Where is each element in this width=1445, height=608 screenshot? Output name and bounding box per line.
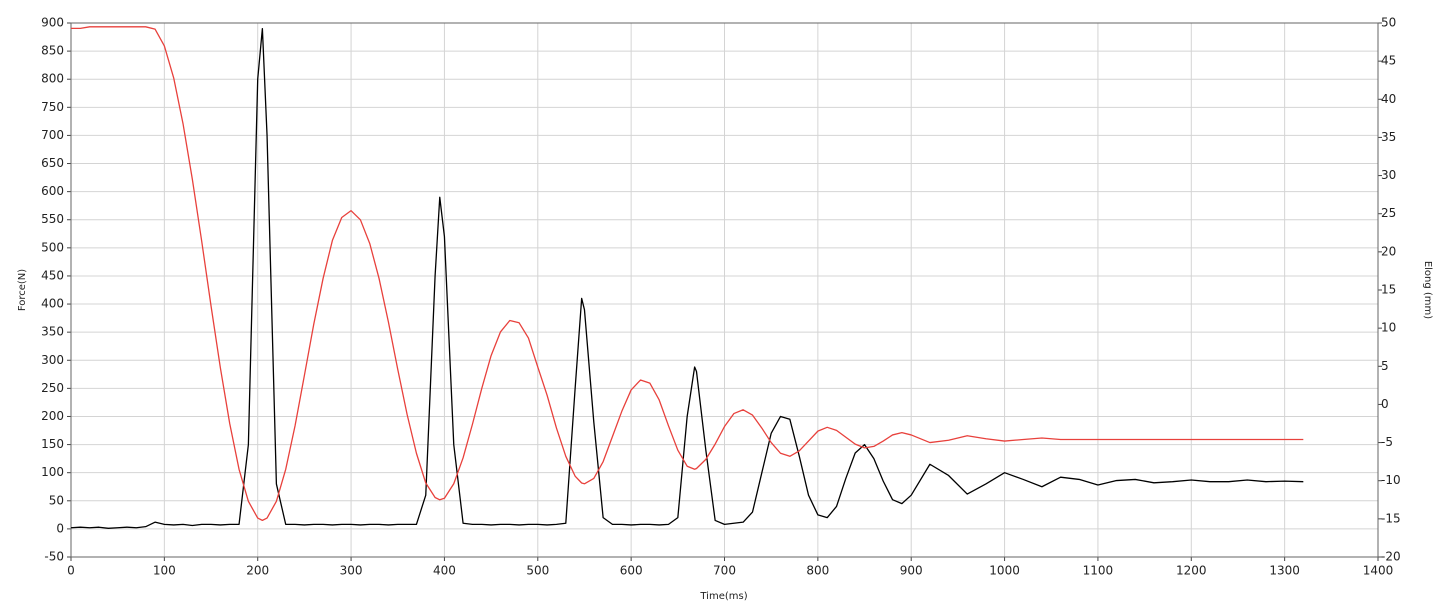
y-tick-label: 850	[41, 44, 64, 58]
x-tick-label: 500	[526, 564, 549, 578]
x-tick-label: 800	[806, 564, 829, 578]
y2-tick-label: -5	[1381, 435, 1393, 449]
y-tick-label: 700	[41, 128, 64, 142]
y2-tick-label: 5	[1381, 359, 1389, 373]
y2-tick-label: 40	[1381, 92, 1396, 106]
y-tick-label: -50	[44, 550, 64, 564]
y2-tick-label: 35	[1381, 130, 1396, 144]
x-tick-label: 1400	[1363, 564, 1394, 578]
y2-tick-label: 15	[1381, 283, 1396, 297]
y-tick-label: 650	[41, 156, 64, 170]
y2-axis-label: Elong (mm)	[1422, 261, 1433, 319]
x-axis-label: Time(ms)	[699, 591, 747, 602]
y-tick-label: 600	[41, 184, 64, 198]
y-tick-label: 450	[41, 268, 64, 282]
x-tick-label: 0	[67, 564, 75, 578]
x-tick-label: 1100	[1083, 564, 1114, 578]
y-tick-label: 250	[41, 381, 64, 395]
x-tick-label: 1000	[989, 564, 1020, 578]
y-tick-label: 300	[41, 353, 64, 367]
x-tick-label: 100	[153, 564, 176, 578]
y-tick-label: 100	[41, 465, 64, 479]
x-tick-label: 700	[713, 564, 736, 578]
y-tick-label: 800	[41, 72, 64, 86]
x-tick-label: 1300	[1269, 564, 1300, 578]
y-tick-label: 750	[41, 100, 64, 114]
y-tick-label: 150	[41, 437, 64, 451]
plot-frame	[70, 22, 1379, 558]
y2-tick-label: 20	[1381, 244, 1396, 258]
y-tick-label: 0	[56, 521, 64, 535]
series-line	[71, 26, 1304, 522]
x-tick-label: 200	[246, 564, 269, 578]
y-tick-label: 200	[41, 409, 64, 423]
y-tick-label: 350	[41, 325, 64, 339]
y2-tick-label: 30	[1381, 168, 1396, 182]
x-tick-label: 300	[340, 564, 363, 578]
y-tick-label: 900	[41, 16, 64, 30]
y2-tick-label: 0	[1381, 397, 1389, 411]
x-tick-label: 1200	[1176, 564, 1207, 578]
y-tick-label: 400	[41, 297, 64, 311]
y2-tick-label: -20	[1381, 550, 1401, 564]
y2-tick-label: 50	[1381, 16, 1396, 30]
y2-tick-label: 10	[1381, 321, 1396, 335]
y2-tick-label: 25	[1381, 206, 1396, 220]
x-tick-label: 900	[900, 564, 923, 578]
y-tick-label: 500	[41, 240, 64, 254]
y-tick-label: 550	[41, 212, 64, 226]
y-axis-label: Force(N)	[17, 269, 28, 311]
y2-tick-label: -15	[1381, 511, 1401, 525]
y2-tick-label: -10	[1381, 473, 1401, 487]
y-tick-label: 50	[49, 493, 64, 507]
x-tick-label: 400	[433, 564, 456, 578]
x-tick-label: 600	[620, 564, 643, 578]
series-line	[70, 27, 1304, 529]
y2-tick-label: 45	[1381, 54, 1396, 68]
